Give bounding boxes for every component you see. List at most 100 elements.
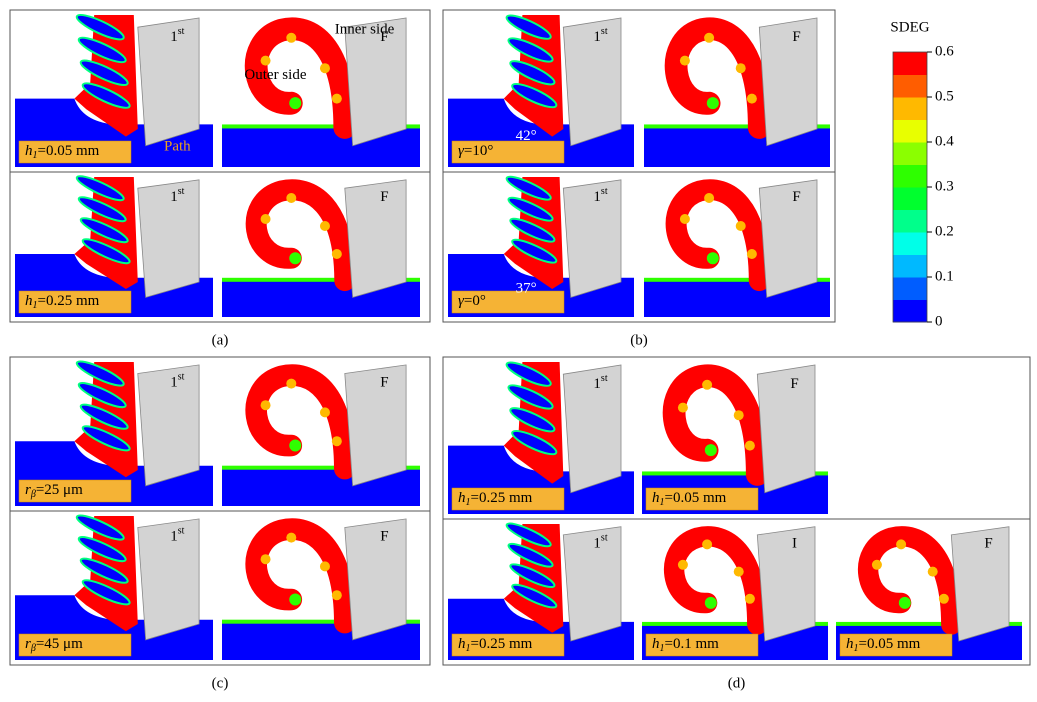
stage-label: I: [792, 536, 797, 552]
param-label: h1=0.1 mm: [652, 636, 719, 654]
simulation-frame: 1st γ=10° 42°: [448, 14, 634, 167]
hot-spot: [286, 378, 297, 389]
param-rest: =0°: [464, 293, 486, 309]
stage-base: F: [984, 536, 992, 552]
param-var: r: [25, 482, 31, 498]
hot-spot: [679, 55, 690, 66]
lamella: [511, 583, 558, 609]
param-box: [451, 633, 565, 657]
stage-base: F: [380, 529, 388, 545]
colorbar-tick-label: 0.6: [935, 43, 954, 59]
lamella: [511, 238, 558, 264]
hot-spot: [260, 554, 271, 565]
hot-spot: [702, 539, 713, 550]
hot-spot: [679, 214, 690, 224]
param-sub: 1: [466, 643, 471, 654]
stage-label: F: [380, 529, 388, 545]
param-rest: =0.1 mm: [665, 636, 720, 652]
chip-tip: [289, 593, 302, 606]
colorbar-band: [893, 164, 927, 188]
param-label: h1=0.05 mm: [652, 490, 727, 508]
lamella: [75, 514, 125, 541]
param-rest: =25 μm: [36, 482, 83, 498]
param-label: γ=10°: [458, 143, 493, 159]
chip: [857, 526, 962, 635]
stage-label: F: [380, 29, 388, 45]
param-box: [451, 290, 565, 314]
lamella: [505, 361, 552, 387]
stage-label: 1st: [593, 533, 607, 552]
lamella: [509, 407, 556, 433]
lamella: [77, 36, 127, 64]
chip: [664, 17, 771, 139]
tool: [137, 179, 200, 298]
panel-label: (a): [212, 332, 229, 348]
param-rest: =0.05 mm: [665, 490, 727, 506]
param-label: h1=0.05 mm: [25, 143, 100, 161]
stage-label: F: [380, 189, 388, 205]
tool: [137, 364, 200, 487]
stage-base: 1: [593, 536, 601, 552]
hot-spot: [744, 593, 755, 604]
stage-base: F: [792, 189, 800, 205]
lamella: [505, 175, 552, 201]
param-sub: 1: [466, 497, 471, 508]
param-label: h1=0.25 mm: [458, 636, 533, 654]
simulation-frame: Ih1=0.1 mm: [642, 526, 828, 660]
stage-sup: st: [601, 533, 608, 544]
hot-spot: [319, 561, 330, 572]
colorbar-tick-label: 0.2: [935, 223, 954, 239]
hot-spot: [331, 249, 342, 259]
stage-base: F: [380, 189, 388, 205]
param-box: [645, 487, 759, 511]
surface-layer: [222, 277, 420, 282]
panel-label: (b): [630, 332, 648, 348]
param-var: γ: [458, 293, 465, 309]
panel-label: (c): [212, 675, 229, 691]
stage-label: 1st: [593, 373, 607, 392]
param-box: [839, 633, 953, 657]
hot-spot: [331, 590, 342, 601]
chip-tip: [289, 439, 302, 452]
stage-sup: st: [178, 186, 185, 197]
param-var: r: [25, 636, 31, 652]
param-box: [18, 479, 132, 503]
tool: [344, 518, 407, 641]
hot-spot: [733, 410, 744, 421]
lamella: [75, 175, 125, 202]
simulation-frame: 1st rβ=25 μm: [15, 360, 213, 506]
simulation-frame: F: [222, 364, 420, 506]
surface-layer: [836, 621, 1022, 626]
hot-spot: [260, 55, 271, 66]
chip: [662, 364, 769, 486]
param-var: h: [458, 636, 466, 652]
colorbar-tick-label: 0.1: [935, 268, 954, 284]
lamella: [511, 429, 558, 456]
colorbar-band: [893, 187, 927, 210]
colorbar-band: [893, 74, 927, 98]
tool: [950, 526, 1010, 642]
lamella: [507, 384, 554, 410]
stage-base: F: [380, 29, 388, 45]
tool: [344, 179, 407, 298]
hot-spot: [746, 249, 757, 259]
tool: [344, 17, 407, 147]
hot-spot: [319, 221, 330, 231]
simulation-frame: F: [644, 179, 830, 317]
stage-label: 1st: [593, 26, 607, 45]
colorbar-band: [893, 209, 927, 233]
param-var: h: [458, 490, 466, 506]
stage-base: 1: [170, 375, 178, 391]
colorbar-band: [893, 142, 927, 165]
stage-base: 1: [170, 189, 178, 205]
param-var: h: [652, 636, 660, 652]
stage-base: F: [790, 376, 798, 392]
hot-spot: [319, 407, 330, 418]
param-box: [451, 487, 565, 511]
simulation-frame: 1st γ=0° 37°: [448, 175, 634, 317]
hot-spot: [704, 193, 715, 203]
simulation-frame: F: [222, 518, 420, 660]
lamella: [505, 522, 552, 548]
stage-sup: st: [601, 373, 608, 384]
